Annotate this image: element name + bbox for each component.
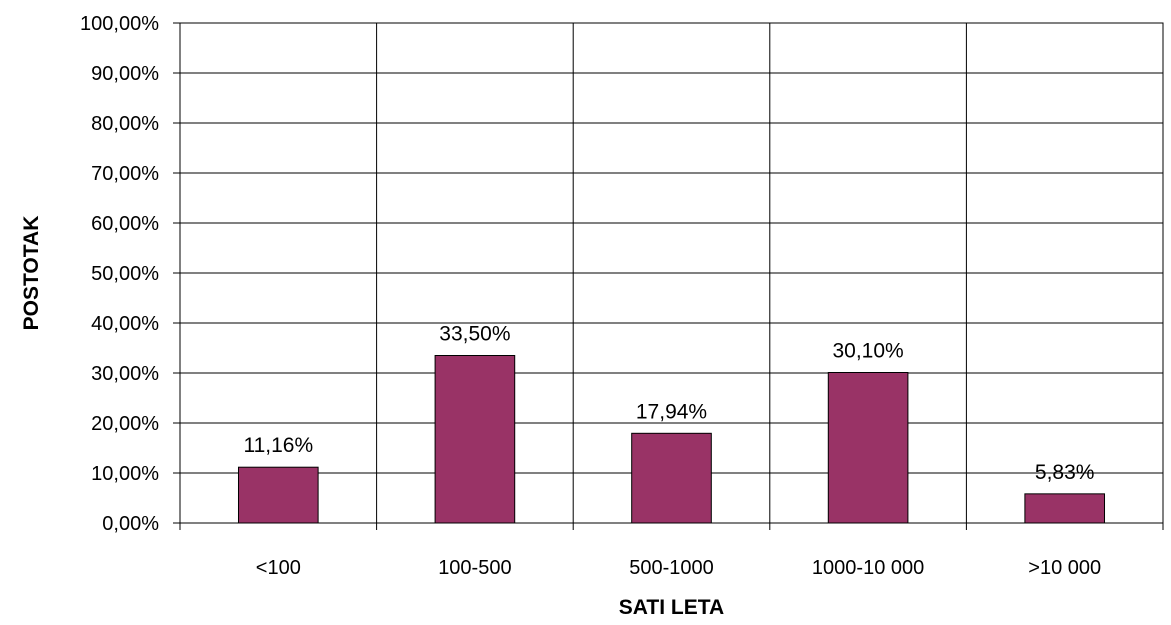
x-tick-label: 100-500 <box>438 557 511 579</box>
x-axis-title: SATI LETA <box>619 596 724 619</box>
gridlines <box>180 23 1163 523</box>
bars <box>237 355 1106 524</box>
y-tick-label: 70,00% <box>91 163 159 185</box>
y-axis: 0,00% 10,00% 20,00% 30,00% 40,00% 50,00% 60,00… <box>80 13 180 535</box>
y-tick-label: 80,00% <box>91 113 159 135</box>
bar <box>1024 493 1106 524</box>
y-tick-label: 50,00% <box>91 263 159 285</box>
y-tick-label: 90,00% <box>91 63 159 85</box>
y-tick-label: 100,00% <box>80 13 159 35</box>
y-tick-label: 60,00% <box>91 213 159 235</box>
data-label: 17,94% <box>636 400 707 423</box>
y-tick-label: 40,00% <box>91 313 159 335</box>
y-axis-title: POSTOTAK <box>20 216 43 331</box>
x-tick-label: 500-1000 <box>629 557 714 579</box>
y-tick-label: 10,00% <box>91 463 159 485</box>
x-tick-label: 1000-10 000 <box>812 557 924 579</box>
data-labels: 11,16% 33,50% 17,94% 30,10% 5,83% <box>243 323 1094 484</box>
data-label: 11,16% <box>243 434 313 457</box>
y-tick-label: 20,00% <box>91 413 159 435</box>
data-label: 33,50% <box>439 323 510 346</box>
x-tick-label: >10 000 <box>1028 557 1101 579</box>
x-axis: <100 100-500 500-1000 1000-10 000 >10 000 <box>179 523 1164 579</box>
y-tick-label: 30,00% <box>91 363 159 385</box>
x-tick-label: <100 <box>256 557 301 579</box>
bar <box>434 355 516 524</box>
data-label: 30,10% <box>832 340 903 363</box>
bar <box>237 466 319 524</box>
bar <box>827 372 909 524</box>
y-tick-label: 0,00% <box>102 513 159 535</box>
bar <box>631 432 712 524</box>
data-label: 5,83% <box>1035 461 1095 484</box>
